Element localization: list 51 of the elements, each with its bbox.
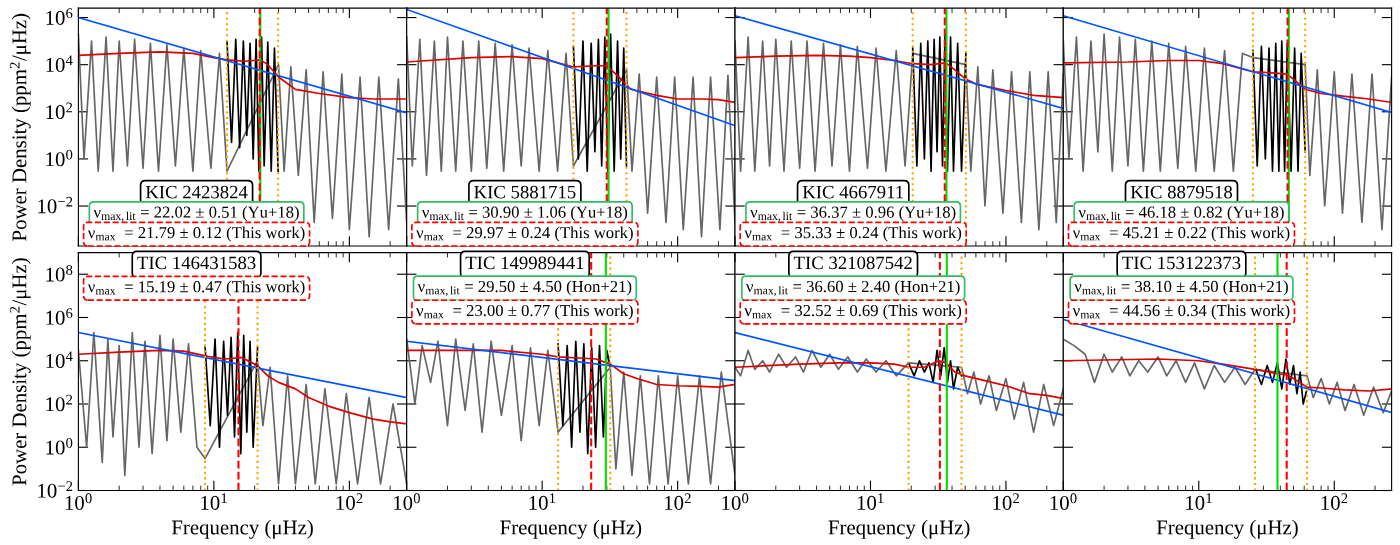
- annotation: KIC 2423824: [145, 185, 248, 199]
- annotation: ν$_{max}$ = 23.00 ± 0.77 (This work): [416, 304, 633, 320]
- y-tick-label: 10$^{4}$: [46, 351, 73, 369]
- x-tick-label: 10$^{2}$: [336, 493, 363, 510]
- x-tick-label: 10$^{0}$: [65, 493, 92, 510]
- annotation: TIC 153122373: [1122, 256, 1241, 270]
- y-tick-label: 10$^{0}$: [46, 438, 73, 455]
- annotation: ν$_{max}$ = 35.33 ± 0.24 (This work): [744, 226, 962, 242]
- annotation: TIC 146431583: [137, 256, 256, 270]
- x-tick-label: 10$^{2}$: [665, 493, 691, 510]
- y-tick-label: 10$^{8}$: [46, 265, 73, 282]
- annotation: ν$_{max,lit}$ = 46.18 ± 0.82 (Yu+18): [1078, 206, 1284, 222]
- annotation: ν$_{max}$ = 15.19 ± 0.47 (This work): [87, 280, 305, 296]
- annotation: ν$_{max,lit}$ = 22.02 ± 0.51 (Yu+18): [93, 206, 299, 222]
- x-tick-label: 10$^{1}$: [1186, 493, 1212, 510]
- x-tick-label: 10$^{1}$: [857, 493, 884, 510]
- x-tick-label: 10$^{1}$: [201, 493, 227, 510]
- y-tick-label: 10$^{2}$: [46, 102, 73, 120]
- annotation: ν$_{max}$ = 32.52 ± 0.69 (This work): [744, 304, 962, 320]
- x-axis-title: Frequency (μHz): [1156, 519, 1298, 539]
- x-tick-label: 10$^{0}$: [1050, 493, 1077, 510]
- y-tick-label: 10$^{6}$: [46, 8, 73, 25]
- y-tick-label: 10$^{4}$: [46, 55, 73, 72]
- annotation: ν$_{max,lit}$ = 29.50 ± 4.50 (Hon+21): [417, 280, 632, 297]
- annotation: TIC 149989441: [465, 256, 584, 270]
- annotation: KIC 5881715: [474, 185, 576, 199]
- y-tick-label: 10$^{−2}$: [38, 196, 73, 214]
- annotation: ν$_{max}$ = 44.56 ± 0.34 (This work): [1072, 304, 1290, 320]
- x-axis-title: Frequency (μHz): [500, 519, 642, 539]
- y-tick-label: 10$^{6}$: [46, 308, 73, 325]
- y-axis-title: Power Density (ppm$^{2}$/μHz): [9, 258, 31, 486]
- x-tick-label: 10$^{1}$: [529, 493, 556, 510]
- annotation: ν$_{max,lit}$ = 36.37 ± 0.96 (Yu+18): [750, 206, 956, 222]
- y-tick-label: 10$^{0}$: [46, 149, 73, 167]
- x-tick-label: 10$^{2}$: [1321, 493, 1348, 510]
- annotation: ν$_{max}$ = 29.97 ± 0.24 (This work): [416, 226, 633, 242]
- x-tick-label: 10$^{0}$: [394, 493, 420, 510]
- annotation: ν$_{max,lit}$ = 30.90 ± 1.06 (Yu+18): [421, 206, 628, 222]
- annotation: TIC 321087542: [793, 256, 912, 270]
- x-axis-title: Frequency (μHz): [828, 519, 970, 539]
- x-tick-label: 10$^{0}$: [722, 493, 749, 510]
- annotation: ν$_{max}$ = 45.21 ± 0.22 (This work): [1072, 226, 1290, 242]
- x-axis-title: Frequency (μHz): [171, 519, 313, 539]
- x-tick-label: 10$^{2}$: [993, 493, 1019, 510]
- annotation: ν$_{max,lit}$ = 36.60 ± 2.40 (Hon+21): [745, 280, 960, 297]
- annotation: KIC 8879518: [1130, 185, 1233, 199]
- annotation: KIC 4667911: [802, 185, 904, 199]
- annotation: ν$_{max,lit}$ = 38.10 ± 4.50 (Hon+21): [1074, 280, 1288, 297]
- annotation: ν$_{max}$ = 21.79 ± 0.12 (This work): [87, 226, 305, 242]
- y-tick-label: 10$^{2}$: [46, 394, 73, 412]
- y-axis-title: Power Density (ppm$^{2}$/μHz): [9, 13, 31, 241]
